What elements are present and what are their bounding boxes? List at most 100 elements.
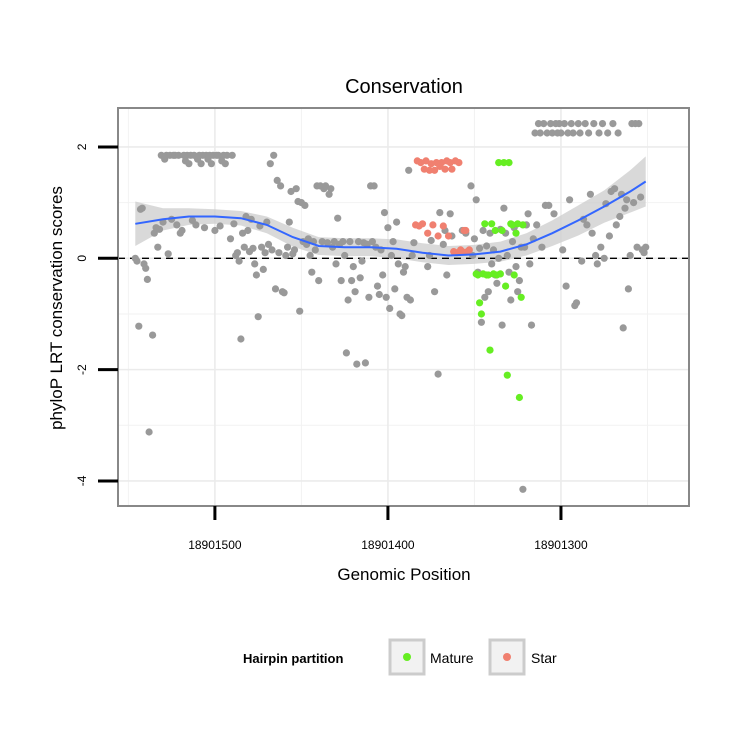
point-star [425,166,434,174]
point-star [424,229,432,237]
point-star [429,221,437,229]
point-mature [512,229,520,237]
x-tick-label: 18901400 [361,538,415,552]
point-other [543,129,551,137]
point-other [612,221,620,229]
point-other [436,209,444,217]
point-other [605,232,614,240]
point-other [562,282,570,290]
point-other [325,190,333,198]
point-other [578,257,586,265]
point-other [244,226,252,235]
y-tick-label: -4 [75,475,89,486]
point-other [406,296,414,304]
point-other [237,335,245,343]
point-other [252,271,260,279]
data-points [131,120,650,493]
point-other [284,243,292,251]
point-star [458,248,466,256]
point-other [142,264,150,272]
point-other [446,210,454,218]
point-other [391,285,399,293]
point-other [282,251,290,260]
point-mature [519,221,527,229]
point-star [418,220,427,228]
point-other [308,268,316,276]
point-other [467,182,475,190]
point-other [439,240,447,248]
point-other [155,225,164,233]
point-other [349,263,357,271]
point-other [211,226,219,235]
point-mature [515,393,524,402]
point-other [393,218,401,226]
point-other [375,290,383,299]
point-other [382,293,390,301]
point-other [200,224,209,232]
point-other [514,288,522,296]
point-other [527,321,536,329]
y-tick-label: -2 [75,364,89,375]
point-other [306,251,314,260]
point-other [332,260,340,268]
point-other [344,296,352,304]
point-mature [477,310,485,318]
point-other [593,260,601,268]
legend-star-dot [503,653,511,661]
point-other [351,288,359,296]
point-other [560,120,569,128]
point-other [488,260,496,268]
point-other [547,120,555,128]
point-other [500,204,508,212]
point-other [405,166,413,174]
smooth-line-group [135,180,647,257]
point-other [597,243,605,251]
point-star [448,165,456,173]
point-other [592,251,600,260]
point-other [358,257,366,265]
smooth-confidence-band [135,156,646,265]
smooth-line [135,180,647,257]
point-other [323,239,331,247]
point-other [503,251,511,260]
point-other [559,246,567,254]
point-other [538,243,546,251]
point-other [583,221,591,229]
point-other [240,243,248,251]
point-other [623,196,631,204]
point-other [258,243,266,251]
point-other [175,151,183,159]
point-other [379,271,387,279]
point-other [261,249,269,257]
point-other [637,193,645,201]
point-other [311,246,319,254]
point-other [640,249,648,257]
point-other [479,226,487,235]
point-other [275,249,283,257]
legend-title: Hairpin partition [243,651,343,666]
point-other [536,129,544,137]
point-other [585,129,593,137]
point-mature [503,371,511,379]
point-other [339,238,347,246]
point-other [380,209,389,217]
point-star [431,166,439,174]
y-axis: -4 -2 0 2 [75,143,118,486]
point-mature [502,282,510,290]
point-mature [500,159,508,167]
point-other [410,239,418,247]
point-other [619,324,627,332]
point-other [555,120,563,128]
point-other [353,360,361,368]
point-other [508,238,517,246]
point-mature [496,270,504,278]
point-other [346,238,354,246]
point-other [574,120,582,128]
point-other [154,243,162,251]
point-other [609,120,617,128]
point-mature [498,226,506,235]
point-other [588,229,596,237]
point-other [524,210,532,218]
point-other [368,238,376,246]
point-other [642,243,650,251]
